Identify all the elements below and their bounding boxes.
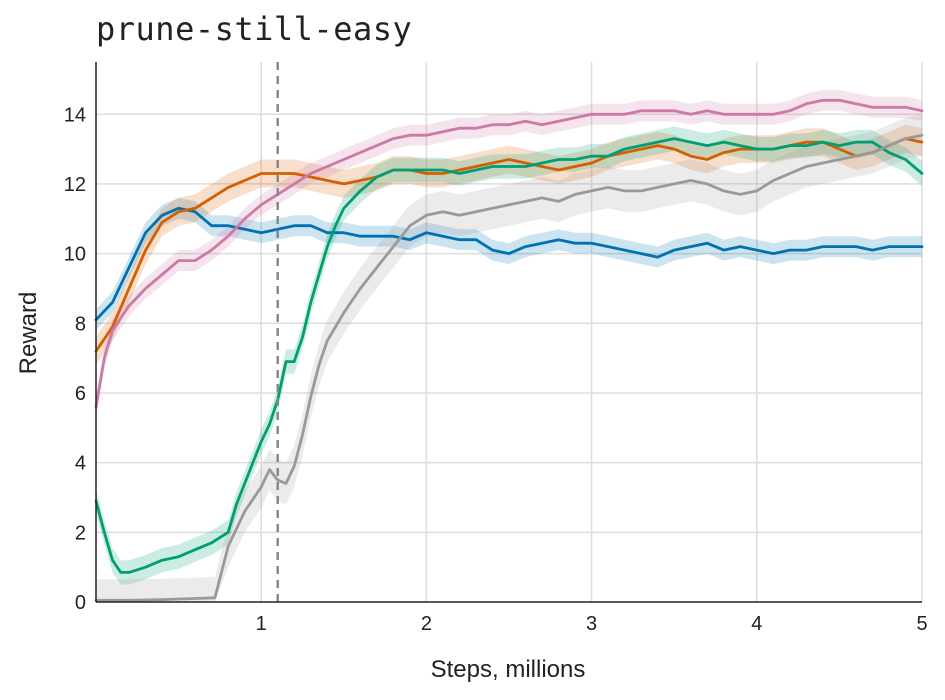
series-lines (94, 98, 924, 602)
x-tick-label: 3 (586, 613, 597, 635)
series-band-3 (96, 89, 922, 418)
y-tick-label: 14 (64, 104, 86, 126)
confidence-bands (96, 89, 922, 603)
chart-title: prune-still-easy (96, 10, 413, 48)
y-axis-label: Reward (15, 292, 42, 375)
series-band-2 (96, 124, 922, 366)
y-tick-label: 10 (64, 244, 86, 266)
y-tick-label: 6 (75, 383, 86, 405)
x-tick-label: 1 (256, 613, 267, 635)
x-axis-label: Steps, millions (431, 656, 586, 683)
x-tick-label: 4 (751, 613, 762, 635)
y-tick-label: 12 (64, 174, 86, 196)
x-tick-label: 5 (916, 613, 927, 635)
y-tick-label: 4 (75, 453, 86, 475)
series-line-3 (94, 98, 924, 409)
series-line-5 (94, 133, 924, 602)
series-band-1 (96, 197, 922, 331)
y-tick-label: 8 (75, 313, 86, 335)
series-band-5 (96, 114, 922, 603)
axes (95, 62, 922, 603)
y-tick-label: 0 (75, 592, 86, 614)
series-line-4 (94, 137, 924, 574)
x-tick-label: 2 (421, 613, 432, 635)
y-tick-label: 2 (75, 522, 86, 544)
series-line-1 (94, 206, 924, 322)
